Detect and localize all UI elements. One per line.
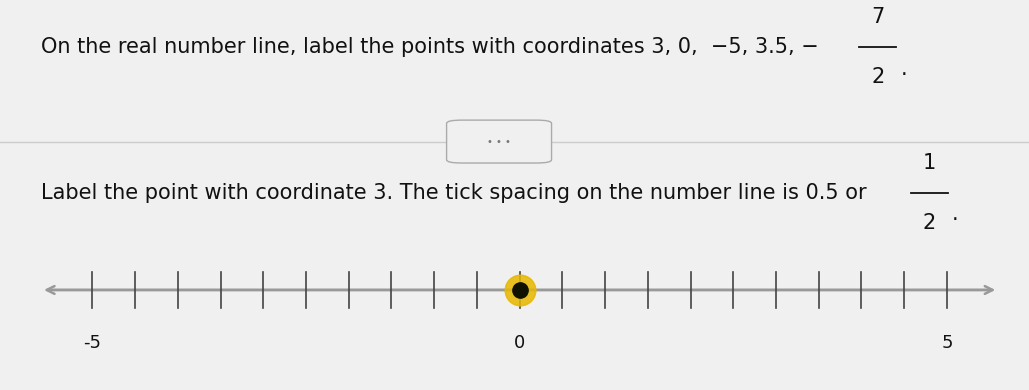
Text: .: . bbox=[900, 58, 907, 79]
Text: Label the point with coordinate 3. The tick spacing on the number line is 0.5 or: Label the point with coordinate 3. The t… bbox=[41, 183, 866, 203]
Text: 7: 7 bbox=[872, 7, 884, 27]
FancyBboxPatch shape bbox=[447, 120, 552, 163]
Text: • • •: • • • bbox=[487, 136, 511, 147]
Text: 2: 2 bbox=[923, 213, 935, 233]
Text: -5: -5 bbox=[83, 333, 102, 351]
Text: .: . bbox=[952, 204, 958, 225]
Text: 2: 2 bbox=[872, 67, 884, 87]
Text: On the real number line, label the points with coordinates 3, 0,  −5, 3.5, −: On the real number line, label the point… bbox=[41, 37, 819, 57]
Text: 5: 5 bbox=[942, 333, 953, 351]
Text: 0: 0 bbox=[514, 333, 525, 351]
Text: 1: 1 bbox=[923, 153, 935, 173]
